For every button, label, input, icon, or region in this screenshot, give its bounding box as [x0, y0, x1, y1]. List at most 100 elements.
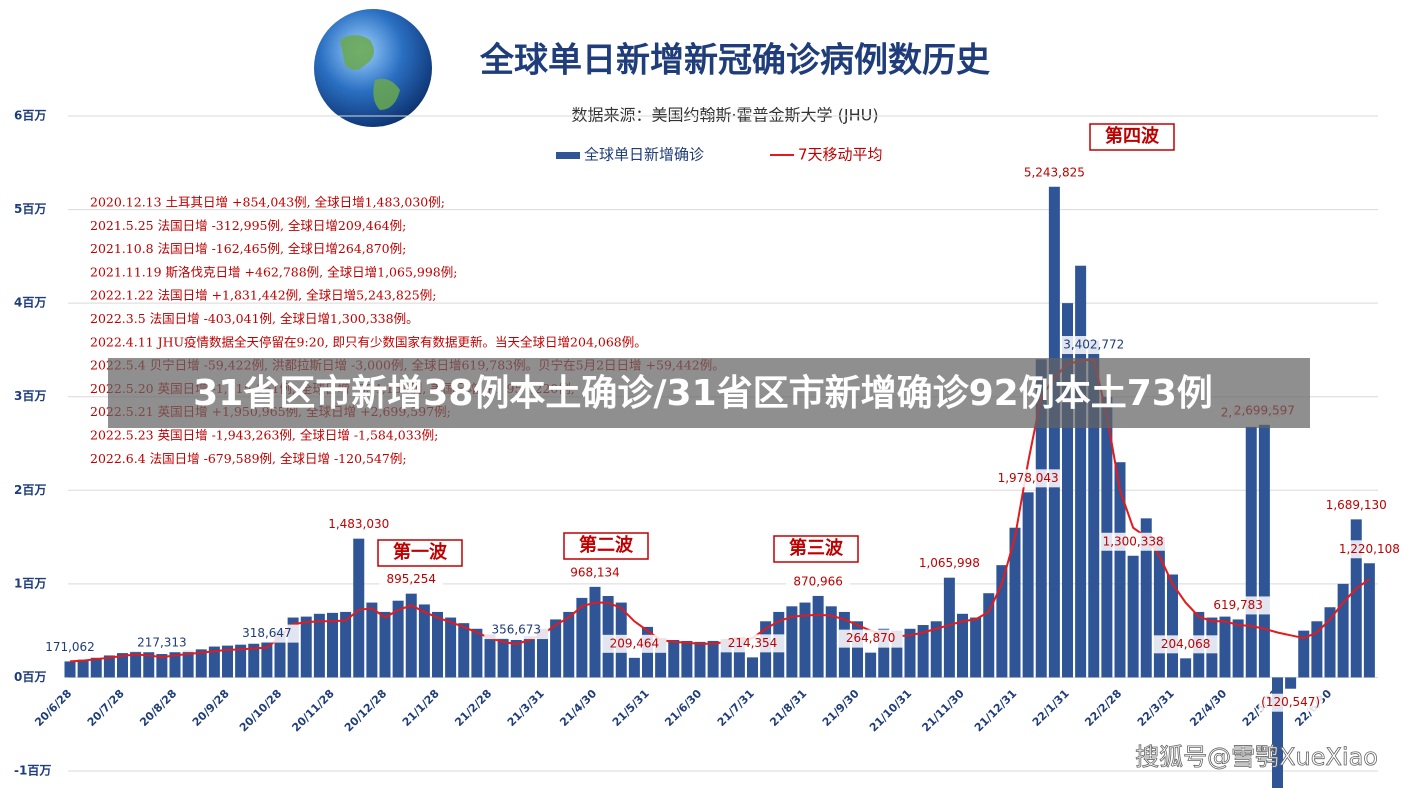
- data-label-text: 870,966: [793, 574, 843, 588]
- bar: [366, 602, 378, 678]
- bar: [957, 613, 968, 678]
- bar: [208, 646, 220, 678]
- bar: [523, 636, 535, 678]
- bar: [655, 638, 667, 678]
- bar: [432, 611, 443, 678]
- bar: [471, 628, 483, 678]
- bar: [537, 628, 548, 678]
- bar: [405, 593, 417, 678]
- bar: [300, 616, 312, 678]
- x-tick-label: 21/11/30: [919, 687, 967, 735]
- bar: [418, 604, 430, 678]
- x-tick-label: 21/8/31: [767, 687, 809, 729]
- data-label-bg: [129, 634, 194, 653]
- data-label: 1,689,130: [1324, 496, 1389, 515]
- data-label-bg: [1153, 635, 1218, 654]
- data-label-text: 209,464: [610, 636, 660, 650]
- y-tick-label: 0百万: [14, 670, 46, 684]
- data-label: 204,068: [1153, 635, 1218, 654]
- bar: [156, 654, 168, 678]
- bar: [1232, 619, 1244, 678]
- data-label-text: 3,402,772: [1063, 338, 1124, 352]
- data-label-bg: [1101, 532, 1166, 551]
- bar: [445, 617, 457, 678]
- note-line: 2021.11.19 斯洛伐克日增 +462,788例, 全球日增1,065,9…: [90, 264, 457, 279]
- data-label: 209,464: [602, 634, 667, 653]
- bar: [143, 652, 155, 678]
- data-label-bg: [996, 469, 1061, 488]
- data-label-text: 5,243,825: [1024, 165, 1085, 179]
- y-tick-label: -1百万: [14, 764, 51, 778]
- data-label-bg: [563, 563, 627, 582]
- wave-label: 第一波: [393, 541, 448, 563]
- data-label: 3,402,772: [1061, 336, 1126, 355]
- bar: [1219, 616, 1231, 678]
- bar: [563, 611, 575, 678]
- data-label-text: 1,689,130: [1326, 498, 1387, 512]
- wave-box: [377, 539, 463, 567]
- y-tick-label: 2百万: [14, 483, 46, 497]
- bar: [628, 657, 640, 678]
- y-tick-label: 4百万: [14, 296, 46, 310]
- data-label-bg: [602, 634, 667, 653]
- data-label-bg: [379, 570, 444, 589]
- bar: [274, 630, 286, 678]
- data-label-text: 204,068: [1161, 637, 1211, 651]
- bar: [1245, 426, 1257, 678]
- bar: [1022, 492, 1034, 678]
- data-label-bg: [484, 621, 549, 640]
- bar: [340, 611, 352, 678]
- x-tick-label: 21/5/31: [610, 687, 652, 729]
- globe-icon: [314, 9, 432, 127]
- data-label-bg: [1324, 496, 1389, 515]
- bar: [1258, 424, 1270, 678]
- legend-swatch: [556, 152, 580, 159]
- data-label-bg: [38, 638, 102, 657]
- data-label-bg: [1206, 596, 1271, 615]
- x-tick-label: 22/2/28: [1082, 687, 1124, 729]
- bar: [261, 641, 273, 678]
- bar: [222, 645, 233, 678]
- data-label: 264,870: [838, 629, 903, 648]
- bar: [786, 606, 798, 678]
- bar: [681, 640, 693, 678]
- data-label-text: 171,062: [45, 640, 95, 654]
- bar: [1009, 527, 1021, 678]
- data-label-bg: [326, 515, 391, 534]
- bar: [327, 612, 338, 678]
- bar: [130, 651, 142, 678]
- data-label-text: 968,134: [570, 565, 620, 579]
- bar: [865, 652, 877, 678]
- data-label: 318,647: [234, 624, 299, 643]
- bar: [313, 613, 325, 678]
- data-label: 870,966: [786, 572, 851, 591]
- data-label-text: 318,647: [242, 626, 292, 640]
- bar: [77, 659, 89, 678]
- bar: [550, 619, 562, 678]
- bar: [1035, 359, 1047, 678]
- x-tick-label: 21/10/31: [867, 687, 914, 734]
- bar: [694, 641, 706, 678]
- bar: [891, 630, 903, 678]
- data-label-bg: [1258, 693, 1323, 712]
- x-tick-label: 20/6/28: [32, 687, 74, 729]
- bar: [90, 657, 102, 678]
- data-label: 214,354: [720, 634, 785, 653]
- note-line: 2022.6.4 法国日增 -679,589例, 全球日增 -120,547例;: [90, 451, 407, 466]
- watermark: 搜狐号@雪鹗XueXiao: [1135, 743, 1378, 771]
- note-line: 2020.12.13 土耳其日增 +854,043例, 全球日增1,483,03…: [90, 195, 445, 210]
- bar: [970, 617, 982, 678]
- data-label-text: 356,673: [491, 623, 541, 637]
- bar: [235, 644, 247, 678]
- wave-box: [1089, 123, 1175, 151]
- note-line: 2022.3.5 法国日增 -403,041例, 全球日增1,300,338例。: [90, 311, 419, 326]
- bar: [379, 611, 391, 678]
- wave-box: [563, 532, 649, 560]
- legend-label: 全球单日新增确诊: [584, 146, 704, 164]
- y-tick-label: 5百万: [14, 202, 46, 216]
- data-label-bg: [1022, 163, 1087, 182]
- x-tick-label: 21/1/28: [400, 687, 442, 729]
- data-label-bg: [234, 624, 299, 643]
- bar: [1298, 630, 1310, 678]
- x-tick-label: 20/7/28: [85, 687, 127, 729]
